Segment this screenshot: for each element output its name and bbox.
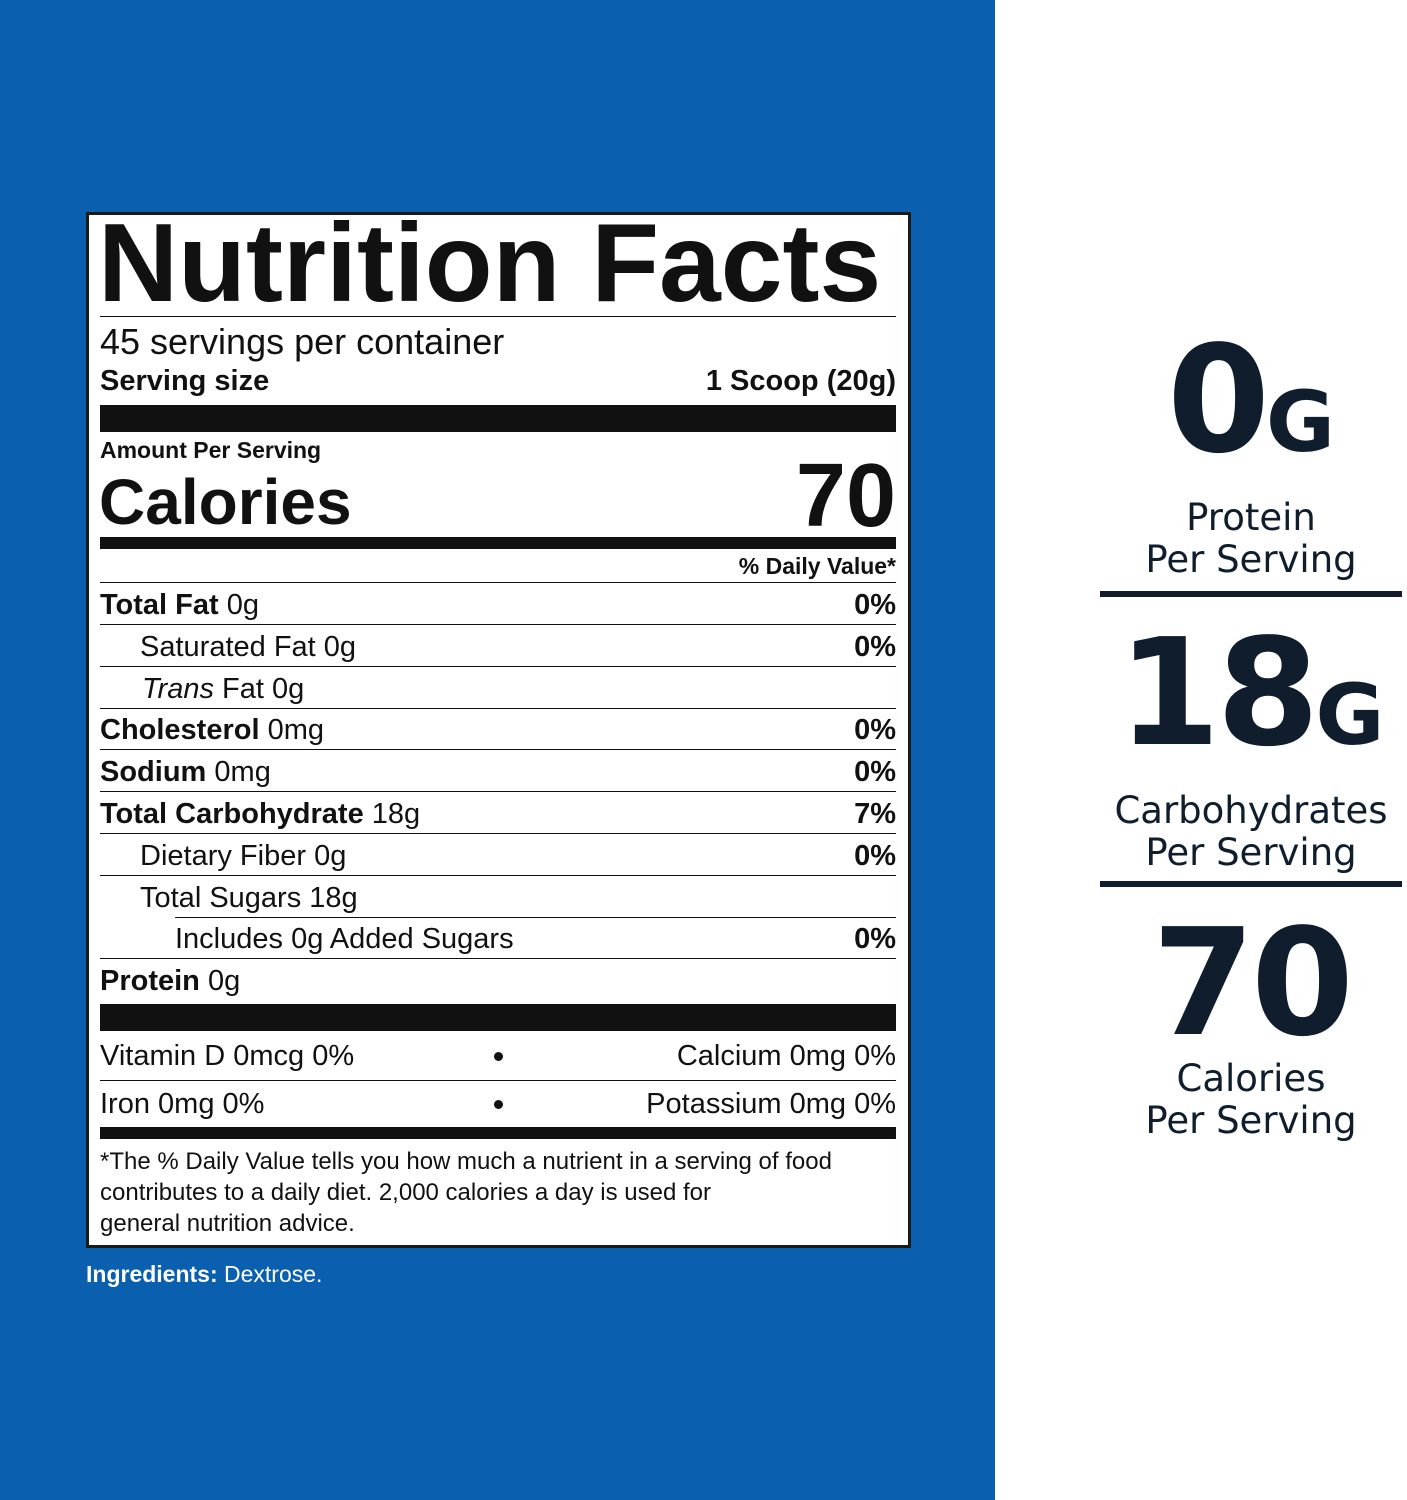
vitamin-left: Iron 0mg 0% — [100, 1088, 265, 1120]
highlight: 18G Carbohydrates Per Serving — [1096, 618, 1406, 874]
calories-value: 70 — [795, 446, 896, 546]
amount-per-serving: Amount Per Serving — [100, 437, 322, 463]
footnote-line: *The % Daily Value tells you how much a … — [100, 1148, 832, 1175]
nutrient-amount: 0mg — [267, 714, 325, 747]
nutrient-row: Protein 0g — [100, 964, 896, 998]
nutrient-amount: 0g — [272, 672, 305, 705]
vitamin-row: Iron 0mg 0% Potassium 0mg 0% — [100, 1087, 896, 1121]
rule — [100, 316, 896, 317]
thick-bar — [100, 405, 896, 432]
highlight-value: 0G — [1096, 325, 1406, 497]
label-title: Nutrition Facts — [98, 201, 882, 325]
nutrient-amount: 18g — [309, 881, 358, 914]
highlight-number: 70 — [1152, 897, 1354, 1069]
servings: 45 servings per container — [100, 321, 505, 362]
rule — [100, 833, 896, 834]
rule — [100, 624, 896, 625]
daily-value: 0% — [854, 923, 896, 956]
nutrient-amount: 0mg — [214, 756, 271, 789]
nutrient-name: Total Sugars — [140, 881, 302, 914]
nutrient-name-italic: Trans — [142, 672, 214, 705]
nutrient-amount: 0g — [207, 965, 241, 998]
rule — [100, 874, 896, 876]
rule — [100, 582, 896, 583]
rule — [100, 665, 896, 667]
divider — [1100, 591, 1402, 597]
highlight-caption: Protein — [1186, 496, 1316, 539]
nutrient-row: Saturated Fat 0g 0% — [100, 630, 896, 664]
footnote: *The % Daily Value tells you how much a … — [100, 1146, 832, 1239]
nutrient-row: Trans Fat 0g — [100, 672, 896, 706]
nutrient-name: Dietary Fiber — [140, 839, 306, 872]
nutrient-row: Total Carbohydrate 18g 7% — [100, 797, 896, 831]
nutrient-name: Saturated Fat — [140, 630, 316, 663]
nutrient-name: Fat — [222, 672, 264, 705]
highlight-caption: Calories — [1176, 1057, 1326, 1100]
highlight-caption: Per Serving — [1145, 831, 1357, 874]
nutrient-row: Total Fat 0g 0% — [100, 588, 896, 622]
highlight-value: 18G — [1096, 618, 1406, 790]
serving-size-value: 1 Scoop (20g) — [705, 365, 896, 397]
highlight-caption: Per Serving — [1145, 538, 1357, 581]
thick-bar — [100, 537, 896, 549]
nutrient-row: Cholesterol 0mg 0% — [100, 713, 896, 747]
nutrient-name: Total Fat — [100, 589, 219, 621]
ingredients: Ingredients: Dextrose. — [86, 1261, 322, 1287]
vitamin-right: Calcium 0mg 0% — [676, 1040, 896, 1072]
highlight-unit: G — [1315, 666, 1385, 764]
highlight-unit: G — [1266, 373, 1335, 471]
daily-value: 0% — [854, 839, 896, 872]
nutrient-name: Sodium — [100, 756, 207, 789]
vitamin-right: Potassium 0mg 0% — [646, 1088, 896, 1120]
highlight-value: 70 — [1096, 908, 1406, 1058]
rule — [100, 749, 896, 751]
divider — [1100, 881, 1402, 887]
highlight-number: 18 — [1117, 607, 1320, 779]
daily-value: 0% — [854, 589, 896, 621]
serving-size: Serving size 1 Scoop (20g) — [100, 364, 896, 398]
nutrient-amount: 0g — [314, 839, 347, 872]
nutrient-name: Cholesterol — [100, 714, 260, 747]
footnote-line: contributes to a daily diet. 2,000 calor… — [100, 1179, 712, 1206]
vitamin-row: Vitamin D 0mcg 0% Calcium 0mg 0% — [100, 1039, 896, 1073]
thick-bar — [100, 1004, 896, 1031]
nutrient-name: Protein — [100, 965, 200, 998]
highlight: 0G Protein Per Serving — [1096, 325, 1406, 581]
highlight-caption: Per Serving — [1145, 1099, 1357, 1142]
nutrient-name: Total Carbohydrate — [100, 798, 364, 830]
ingredients-label: Ingredients: — [86, 1261, 218, 1287]
nutrient-name: Includes 0g Added Sugars — [175, 923, 514, 956]
highlight-number: 0 — [1167, 314, 1270, 486]
nutrient-row: Total Sugars 18g — [100, 881, 896, 915]
daily-value: 0% — [854, 630, 896, 663]
nutrient-amount: 0g — [323, 630, 357, 663]
rule — [175, 916, 896, 918]
bullet — [494, 1052, 503, 1061]
daily-value: 0% — [854, 756, 896, 789]
nutrient-row: Includes 0g Added Sugars 0% — [100, 922, 896, 956]
daily-value: 7% — [854, 798, 896, 830]
ingredients-text: Dextrose. — [224, 1261, 323, 1287]
highlight-caption: Carbohydrates — [1114, 789, 1388, 832]
bullet — [494, 1100, 503, 1109]
daily-value: 0% — [854, 714, 896, 747]
nutrient-amount: 18g — [371, 798, 421, 830]
daily-value-header: % Daily Value* — [738, 553, 896, 579]
nutrition-label — [86, 212, 911, 1248]
rule — [100, 707, 896, 709]
rule — [100, 958, 896, 960]
rule — [100, 1080, 896, 1081]
nutrient-row: Sodium 0mg 0% — [100, 755, 896, 789]
rule — [100, 791, 896, 793]
vitamin-left: Vitamin D 0mcg 0% — [100, 1040, 355, 1072]
serving-size-label: Serving size — [100, 365, 270, 397]
thick-bar — [100, 1127, 896, 1139]
highlight: 70 Calories Per Serving — [1096, 908, 1406, 1142]
calories-label: Calories — [99, 466, 352, 538]
footnote-line: general nutrition advice. — [100, 1210, 355, 1237]
nutrient-row: Dietary Fiber 0g 0% — [100, 839, 896, 873]
nutrient-amount: 0g — [226, 589, 260, 621]
